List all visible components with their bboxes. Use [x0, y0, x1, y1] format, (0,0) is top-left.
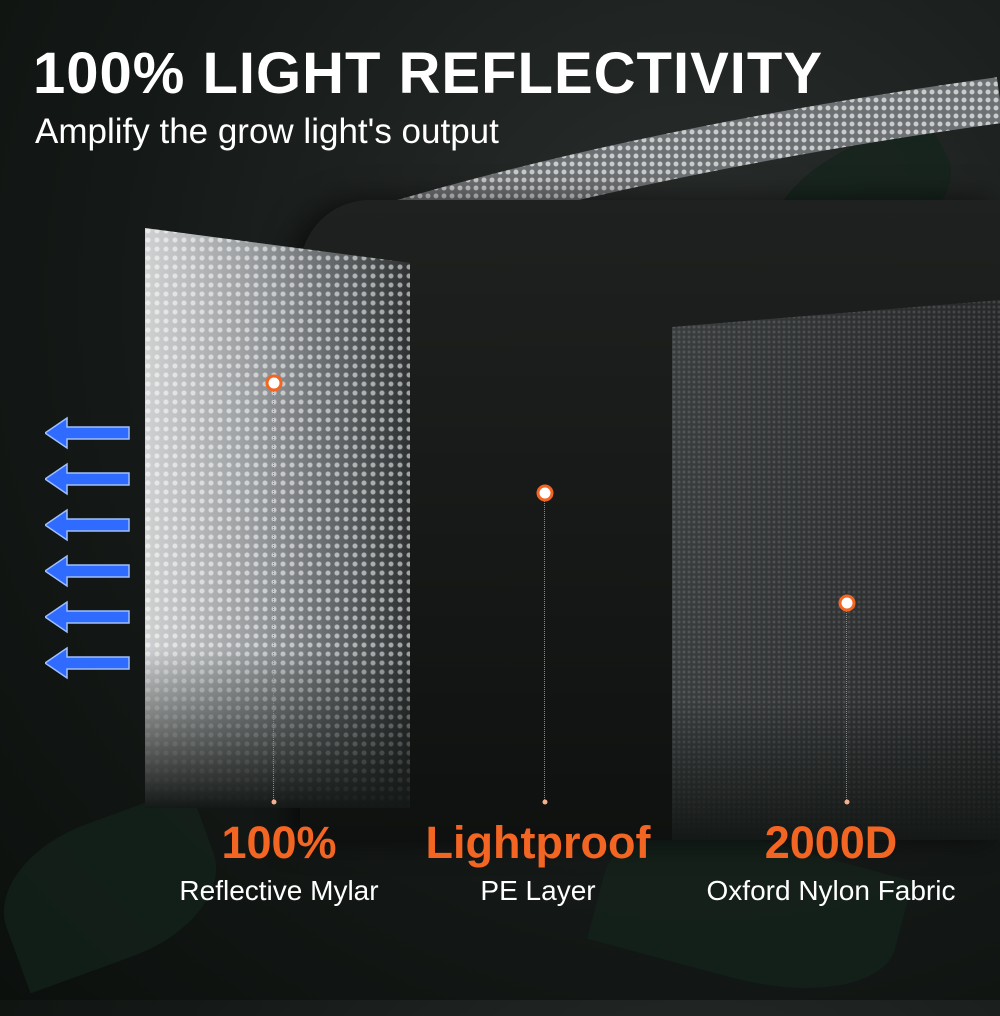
callout-end	[542, 799, 548, 805]
page-subtitle: Amplify the grow light's output	[35, 112, 499, 151]
callout-line	[544, 493, 545, 802]
arrow-left-icon	[45, 640, 135, 686]
callout-dot	[536, 484, 554, 502]
layer-label: Oxford Nylon Fabric	[706, 875, 956, 906]
callout-line	[846, 603, 847, 802]
arrow-left-icon	[45, 456, 135, 502]
page-title: 100% LIGHT REFLECTIVITY	[33, 41, 823, 106]
mylar-panel	[145, 228, 410, 808]
layer-headline: Lightproof	[425, 817, 651, 868]
callout-dot	[265, 374, 283, 392]
oxford-fabric-panel	[672, 300, 1000, 840]
callout-dot	[838, 594, 856, 612]
layer-headline: 2000D	[764, 817, 898, 868]
layer-label: PE Layer	[480, 875, 596, 906]
callout-end	[844, 799, 850, 805]
reflection-arrows	[45, 410, 135, 686]
layer-headline: 100%	[221, 817, 337, 868]
callout-end	[271, 799, 277, 805]
arrow-left-icon	[45, 502, 135, 548]
arrow-left-icon	[45, 548, 135, 594]
callout-line	[273, 383, 274, 802]
arrow-left-icon	[45, 594, 135, 640]
arrow-left-icon	[45, 410, 135, 456]
layer-label: Reflective Mylar	[179, 875, 379, 906]
